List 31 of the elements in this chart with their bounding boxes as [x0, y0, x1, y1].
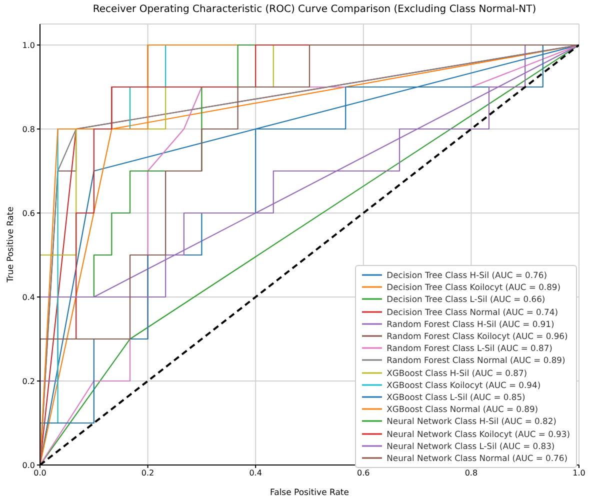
y-axis-title: True Positive Rate: [6, 206, 16, 284]
legend-label: Random Forest Class L-Sil (AUC = 0.87): [386, 343, 552, 354]
legend-label: XGBoost Class L-Sil (AUC = 0.85): [386, 392, 526, 402]
x-tick-label: 1.0: [572, 468, 586, 478]
legend-label: XGBoost Class Koilocyt (AUC = 0.94): [386, 380, 541, 390]
legend-label: Decision Tree Class L-Sil (AUC = 0.66): [386, 294, 546, 304]
x-axis-title: False Positive Rate: [270, 488, 349, 497]
legend-label: Neural Network Class Koilocyt (AUC = 0.93): [386, 428, 570, 439]
legend-label: XGBoost Class H-Sil (AUC = 0.87): [386, 368, 528, 378]
legend-label: Neural Network Class H-Sil (AUC = 0.82): [386, 416, 556, 426]
y-tick-label: 0.4: [22, 292, 35, 302]
legend-label: Neural Network Class L-Sil (AUC = 0.83): [386, 440, 555, 451]
legend-label: XGBoost Class Normal (AUC = 0.89): [386, 404, 538, 414]
x-tick-label: 0.2: [141, 468, 154, 478]
legend-label: Random Forest Class Normal (AUC = 0.89): [386, 355, 566, 366]
x-tick-label: 0.4: [249, 468, 262, 478]
y-tick-label: 0.0: [22, 460, 35, 470]
y-tick-label: 0.6: [22, 208, 35, 218]
x-tick-label: 0.0: [34, 468, 46, 478]
x-tick-label: 0.8: [464, 468, 478, 478]
legend-label: Neural Network Class Normal (AUC = 0.76): [386, 452, 568, 463]
x-tick-label: 0.6: [357, 468, 370, 478]
legend-label: Decision Tree Class H-Sil (AUC = 0.76): [386, 270, 547, 280]
y-tick-label: 1.0: [22, 40, 35, 50]
y-tick-label: 0.8: [22, 124, 35, 134]
legend-label: Random Forest Class H-Sil (AUC = 0.91): [386, 318, 554, 329]
legend-label: Decision Tree Class Koilocyt (AUC = 0.89): [386, 282, 560, 292]
chart-title: Receiver Operating Characteristic (ROC) Curve Comparison (Excluding Class Normal-NT): [92, 4, 538, 15]
y-tick-label: 0.2: [22, 376, 35, 386]
legend-label: Decision Tree Class Normal (AUC = 0.74): [386, 306, 558, 317]
legend-label: Random Forest Class Koilocyt (AUC = 0.96): [386, 331, 568, 342]
